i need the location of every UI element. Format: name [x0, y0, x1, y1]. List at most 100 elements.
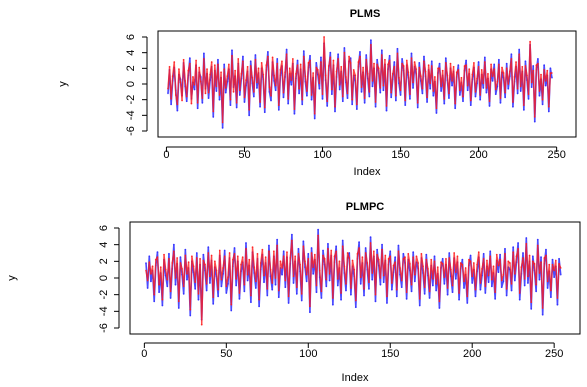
- data-point: [407, 71, 410, 74]
- data-point: [207, 97, 210, 99]
- series-line: [145, 228, 562, 321]
- data-point: [451, 84, 453, 87]
- data-point: [482, 257, 485, 260]
- data-point: [486, 259, 488, 262]
- data-point: [295, 286, 298, 289]
- series-red: [145, 234, 562, 326]
- data-point: [390, 288, 393, 291]
- data-point: [179, 81, 182, 84]
- data-point: [243, 290, 246, 293]
- data-point: [290, 239, 293, 242]
- data-point: [541, 313, 544, 316]
- data-point: [171, 262, 174, 264]
- data-point: [507, 87, 510, 90]
- data-point: [327, 242, 329, 245]
- x-tick-label: 50: [220, 348, 232, 360]
- data-point: [322, 249, 324, 252]
- data-point: [274, 84, 277, 87]
- data-point: [215, 269, 218, 272]
- data-point: [153, 300, 156, 303]
- data-point: [423, 55, 425, 58]
- data-point: [265, 64, 268, 67]
- data-point: [235, 284, 238, 287]
- data-point: [425, 258, 428, 261]
- data-point: [374, 105, 377, 108]
- data-point: [410, 290, 413, 293]
- data-point: [464, 267, 467, 269]
- data-point: [328, 279, 331, 282]
- data-point: [233, 252, 236, 255]
- data-point: [217, 288, 220, 291]
- data-point: [384, 254, 387, 257]
- y-axis-label: y: [6, 275, 18, 281]
- data-point: [541, 307, 544, 309]
- data-point: [309, 305, 311, 308]
- data-point: [431, 284, 434, 287]
- data-point: [424, 70, 427, 73]
- data-point: [338, 83, 341, 86]
- data-point: [440, 261, 442, 264]
- data-point: [538, 90, 541, 92]
- data-point: [410, 52, 413, 55]
- data-point: [238, 89, 241, 92]
- data-point: [549, 289, 552, 292]
- data-point: [186, 278, 188, 281]
- data-point: [223, 249, 226, 252]
- x-axis: 0 50 100 150 200 250: [163, 146, 566, 161]
- data-point: [313, 117, 316, 120]
- data-point: [530, 86, 533, 89]
- data-point: [350, 293, 352, 296]
- data-point: [366, 72, 369, 75]
- x-tick-label: 250: [547, 149, 565, 161]
- data-point: [354, 299, 357, 302]
- data-point: [469, 260, 472, 263]
- data-point: [477, 251, 480, 254]
- data-point: [332, 59, 335, 62]
- data-point: [530, 301, 533, 304]
- chart-plms: PLMS 0 50 100 150 200 250 -6 -4 -2 0 2 4 6 Index y: [57, 8, 577, 178]
- data-point: [351, 259, 354, 262]
- data-point: [234, 69, 237, 72]
- data-point: [330, 88, 333, 91]
- data-point: [302, 55, 305, 58]
- data-point: [522, 252, 524, 254]
- data-point: [195, 252, 198, 254]
- data-point: [156, 251, 159, 254]
- data-point: [479, 98, 482, 101]
- data-point: [476, 77, 478, 80]
- data-point: [264, 256, 267, 259]
- data-point: [177, 307, 180, 309]
- data-point: [535, 290, 538, 293]
- data-point: [529, 40, 531, 43]
- data-point: [433, 255, 436, 258]
- data-point: [335, 70, 338, 73]
- data-point: [310, 247, 313, 249]
- data-point: [268, 250, 270, 253]
- data-point: [203, 58, 205, 60]
- data-point: [386, 302, 388, 304]
- data-point: [254, 280, 257, 283]
- data-point: [380, 49, 383, 52]
- data-point: [541, 98, 544, 101]
- data-point: [323, 36, 325, 38]
- data-point: [351, 98, 354, 101]
- data-point: [399, 89, 402, 92]
- data-point: [360, 86, 363, 89]
- data-point: [302, 240, 305, 243]
- data-point: [429, 87, 432, 90]
- data-point: [156, 256, 159, 259]
- data-point: [409, 97, 411, 100]
- data-point: [533, 116, 536, 118]
- data-point: [430, 65, 433, 67]
- data-point: [282, 255, 285, 258]
- chart-title: PLMPC: [346, 201, 385, 213]
- data-point: [551, 258, 554, 261]
- data-point: [443, 276, 446, 279]
- data-point: [287, 97, 290, 100]
- data-point: [238, 94, 241, 96]
- data-point: [473, 61, 475, 64]
- data-point: [430, 60, 433, 63]
- data-point: [441, 257, 444, 260]
- data-point: [466, 295, 469, 298]
- data-point: [352, 69, 355, 71]
